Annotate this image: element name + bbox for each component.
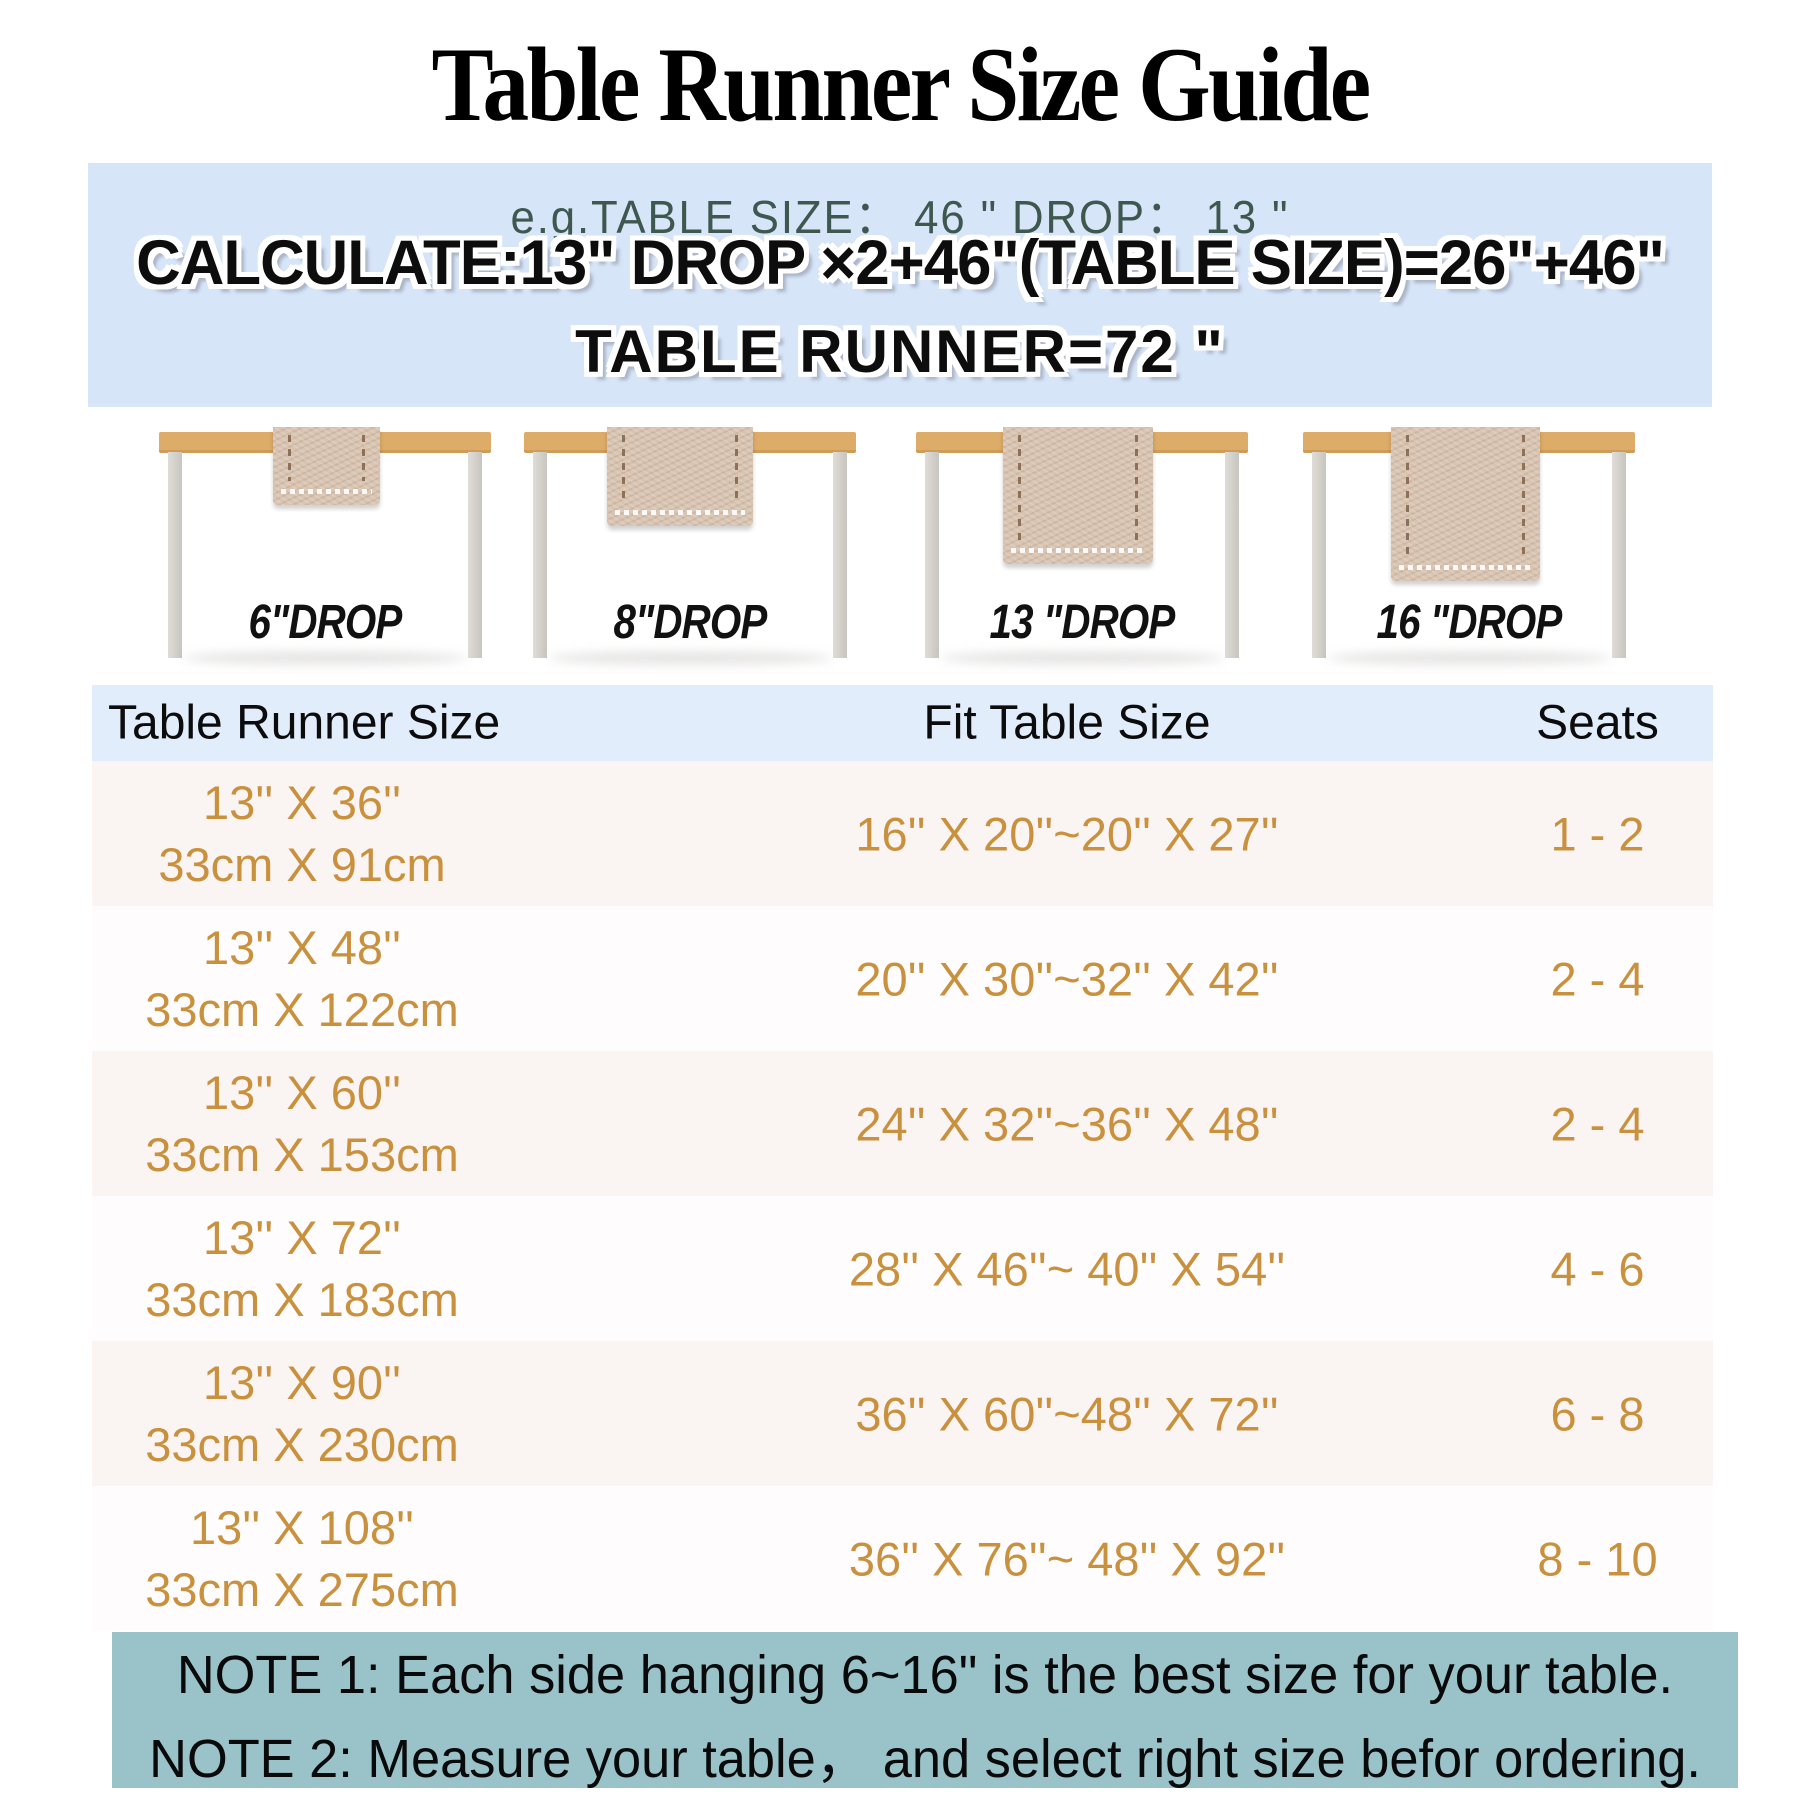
cell-runner-size: 13'' X 72'' 33cm X 183cm <box>92 1206 512 1330</box>
table-row: 13'' X 72'' 33cm X 183cm 28'' X 46''~ 40… <box>92 1196 1713 1341</box>
runner-size-inches: 13'' X 108'' <box>189 1500 415 1554</box>
runner-stitch-right <box>1522 435 1525 557</box>
calculate-formula-line: CALCULATE:13" DROP ×2+46"(TABLE SIZE)=26… <box>136 228 1665 298</box>
page-title: Table Runner Size Guide <box>431 26 1371 143</box>
drop-figure-8: 8"DROP <box>524 425 856 680</box>
table-row: 13'' X 60'' 33cm X 153cm 24'' X 32''~36'… <box>92 1051 1713 1196</box>
runner-result-line: TABLE RUNNER=72 " <box>575 318 1225 385</box>
drop-label: 16 "DROP <box>1376 596 1563 649</box>
cell-runner-size: 13'' X 108'' 33cm X 275cm <box>92 1496 512 1620</box>
runner-size-inches: 13'' X 72'' <box>203 1210 401 1264</box>
cell-runner-size: 13'' X 60'' 33cm X 153cm <box>92 1061 512 1185</box>
cell-fit-table-size: 24'' X 32''~36'' X 48'' <box>855 1097 1279 1150</box>
runner-hem-stitch <box>1011 548 1145 553</box>
header-cell-seats: Seats <box>1536 696 1659 750</box>
table-leg-right <box>1225 452 1239 658</box>
runner-hem-stitch <box>1399 565 1532 570</box>
runner-stitch-left <box>1406 435 1409 557</box>
cell-fit-table-size: 36'' X 60''~48'' X 72'' <box>855 1387 1279 1440</box>
table-row: 13'' X 36'' 33cm X 91cm 16'' X 20''~20''… <box>92 761 1713 906</box>
runner-size-inches: 13'' X 90'' <box>203 1355 401 1409</box>
cell-fit-table-size: 20'' X 30''~32'' X 42'' <box>855 952 1279 1005</box>
drop-figure-16: 16 "DROP <box>1303 425 1635 680</box>
size-table: Table Runner Size Fit Table Size Seats 1… <box>92 685 1713 1631</box>
drop-figure-6: 6"DROP <box>159 425 491 680</box>
cell-fit-table-size: 16'' X 20''~20'' X 27'' <box>855 807 1279 860</box>
size-table-header-row: Table Runner Size Fit Table Size Seats <box>92 685 1713 761</box>
runner-stitch-right <box>735 435 738 502</box>
runner-cloth <box>1003 427 1153 564</box>
note-1: NOTE 1: Each side hanging 6~16" is the b… <box>176 1645 1674 1705</box>
runner-hem-stitch <box>281 489 372 494</box>
floor-shadow <box>548 651 832 665</box>
runner-cloth <box>273 427 380 505</box>
drop-label: 13 "DROP <box>989 596 1176 649</box>
floor-shadow <box>940 651 1224 665</box>
drop-figure-13: 13 "DROP <box>916 425 1248 680</box>
floor-shadow <box>183 651 467 665</box>
cell-seats: 4 - 6 <box>1550 1242 1645 1295</box>
table-leg-right <box>833 452 847 658</box>
runner-size-cm: 33cm X 91cm <box>158 837 446 891</box>
runner-size-cm: 33cm X 275cm <box>145 1562 459 1616</box>
runner-size-cm: 33cm X 153cm <box>145 1127 459 1181</box>
cell-seats: 1 - 2 <box>1550 807 1645 860</box>
drop-label: 6"DROP <box>248 596 402 649</box>
table-row: 13'' X 90'' 33cm X 230cm 36'' X 60''~48'… <box>92 1341 1713 1486</box>
example-calculation-box: e.g.TABLE SIZE： 46 " DROP： 13 " CALCULAT… <box>88 163 1712 407</box>
runner-hem-stitch <box>615 510 745 515</box>
runner-stitch-right <box>362 435 365 481</box>
size-table-body: 13'' X 36'' 33cm X 91cm 16'' X 20''~20''… <box>92 761 1713 1631</box>
runner-stitch-left <box>622 435 625 502</box>
runner-size-inches: 13'' X 48'' <box>203 920 401 974</box>
cell-fit-table-size: 28'' X 46''~ 40'' X 54'' <box>848 1242 1286 1295</box>
table-leg-right <box>1612 452 1626 658</box>
table-leg-left <box>533 452 547 658</box>
drop-label: 8"DROP <box>613 596 767 649</box>
example-table-size-line: e.g.TABLE SIZE： 46 " DROP： 13 " <box>510 191 1290 243</box>
cell-runner-size: 13'' X 48'' 33cm X 122cm <box>92 916 512 1040</box>
runner-cloth <box>1391 427 1540 581</box>
table-row: 13'' X 108'' 33cm X 275cm 36'' X 76''~ 4… <box>92 1486 1713 1631</box>
table-row: 13'' X 48'' 33cm X 122cm 20'' X 30''~32'… <box>92 906 1713 1051</box>
header-cell-runner-size: Table Runner Size <box>108 696 501 750</box>
runner-size-inches: 13'' X 36'' <box>203 775 401 829</box>
header-cell-fit-table-size: Fit Table Size <box>923 696 1211 750</box>
cell-runner-size: 13'' X 36'' 33cm X 91cm <box>92 771 512 895</box>
cell-seats: 8 - 10 <box>1537 1532 1658 1585</box>
notes-box: NOTE 1: Each side hanging 6~16" is the b… <box>112 1632 1738 1789</box>
cell-seats: 6 - 8 <box>1550 1387 1645 1440</box>
cell-seats: 2 - 4 <box>1550 952 1645 1005</box>
table-leg-left <box>925 452 939 658</box>
cell-runner-size: 13'' X 90'' 33cm X 230cm <box>92 1351 512 1475</box>
runner-size-cm: 33cm X 230cm <box>145 1417 459 1471</box>
table-leg-left <box>1312 452 1326 658</box>
runner-size-cm: 33cm X 183cm <box>145 1272 459 1326</box>
floor-shadow <box>1327 651 1611 665</box>
runner-stitch-left <box>288 435 291 481</box>
cell-fit-table-size: 36'' X 76''~ 48'' X 92'' <box>848 1532 1286 1585</box>
table-leg-right <box>468 452 482 658</box>
note-2: NOTE 2: Measure your table， and select r… <box>149 1729 1701 1789</box>
runner-size-cm: 33cm X 122cm <box>145 982 459 1036</box>
cell-seats: 2 - 4 <box>1550 1097 1645 1150</box>
runner-size-inches: 13'' X 60'' <box>203 1065 401 1119</box>
runner-cloth <box>607 427 753 526</box>
table-leg-left <box>168 452 182 658</box>
runner-stitch-left <box>1018 435 1021 540</box>
runner-stitch-right <box>1135 435 1138 540</box>
